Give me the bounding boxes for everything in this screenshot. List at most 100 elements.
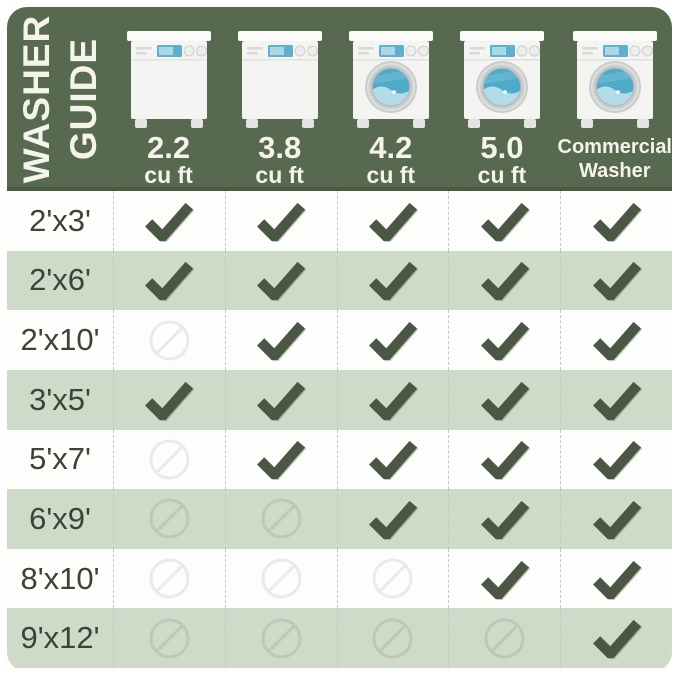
checkmark-icon (368, 439, 418, 480)
status-cell (448, 369, 560, 430)
status-cell (224, 369, 337, 430)
prohibited-icon (148, 438, 191, 481)
status-cell (113, 548, 225, 609)
washer-guide-card: WASHER GUIDE 2.2 cu ft 3.8 cu ft 4.2 cu ft 5.0… (7, 7, 672, 672)
checkmark-icon (256, 380, 306, 420)
row-label: 2'x3' (29, 202, 91, 238)
prohibited-icon (260, 557, 303, 600)
status-cell (224, 489, 337, 549)
checkmark-icon (480, 260, 530, 301)
checkmark-icon (256, 201, 306, 241)
column-header-1: 2.2 cu ft (113, 7, 224, 188)
table-row: 3'x5' (7, 369, 672, 430)
table-row: 2'x3' (7, 191, 672, 251)
column-label: 2.2 (147, 129, 191, 165)
prohibited-icon (371, 557, 414, 600)
row-label: 8'x10' (20, 560, 100, 596)
status-cell (336, 191, 449, 251)
table-row: 8'x10' (7, 548, 672, 609)
checkmark-icon (256, 260, 306, 301)
column-header-2: 3.8 cu ft (224, 7, 335, 188)
prohibited-icon (148, 557, 191, 600)
column-caption: Commercial Washer (558, 130, 673, 188)
prohibited-icon (148, 497, 191, 540)
status-cell (560, 310, 672, 370)
status-cell (336, 608, 449, 668)
page-title: WASHER GUIDE (13, 7, 107, 191)
checkmark-icon (480, 201, 530, 241)
status-cell (448, 608, 560, 668)
prohibited-icon (483, 617, 526, 660)
status-cell (448, 429, 560, 490)
checkmark-icon (592, 439, 642, 480)
status-cell (448, 310, 560, 370)
column-label: 4.2 (369, 129, 413, 165)
checkmark-icon (592, 499, 642, 539)
column-header-5: Commercial Washer (558, 7, 673, 188)
status-cell (448, 489, 560, 549)
status-cell (224, 310, 337, 370)
checkmark-icon (592, 559, 642, 599)
checkmark-icon (480, 380, 530, 420)
status-cell (448, 191, 560, 251)
checkmark-icon (592, 320, 642, 361)
checkmark-icon (368, 499, 418, 539)
prohibited-icon (260, 617, 303, 660)
checkmark-icon (144, 260, 194, 301)
table-row: 5'x7' (7, 429, 672, 490)
status-cell (113, 429, 225, 490)
checkmark-icon (592, 380, 642, 420)
column-header-4: 5.0 cu ft (446, 7, 557, 188)
checkmark-icon (480, 499, 530, 539)
header: WASHER GUIDE 2.2 cu ft 3.8 cu ft 4.2 cu ft 5.0… (7, 7, 672, 191)
column-header-3: 4.2 cu ft (335, 7, 446, 188)
column-caption: 5.0 cu ft (478, 130, 527, 188)
row-label: 9'x12' (20, 620, 100, 656)
status-cell (224, 250, 337, 311)
title-cell: WASHER GUIDE (7, 7, 113, 188)
status-cell (560, 548, 672, 609)
status-cell (224, 191, 337, 251)
status-cell (224, 608, 337, 668)
top-load-washer-icon (237, 28, 323, 130)
status-cell (113, 489, 225, 549)
status-cell (113, 310, 225, 370)
status-cell (336, 489, 449, 549)
column-caption: 2.2 cu ft (144, 130, 193, 188)
status-cell (336, 548, 449, 609)
checkmark-icon (480, 320, 530, 361)
column-sublabel: cu ft (477, 161, 527, 188)
column-sublabel: Washer (578, 160, 651, 182)
checkmark-icon (480, 559, 530, 599)
prohibited-icon (148, 617, 191, 660)
status-cell (336, 250, 449, 311)
status-cell (224, 548, 337, 609)
checkmark-icon (256, 320, 306, 361)
front-load-washer-icon (572, 28, 658, 130)
checkmark-icon (368, 201, 418, 241)
status-cell (113, 369, 225, 430)
table-row: 9'x12' (7, 608, 672, 668)
column-sublabel: cu ft (366, 161, 416, 188)
status-cell (560, 191, 672, 251)
status-cell (448, 250, 560, 311)
status-cell (560, 489, 672, 549)
checkmark-icon (144, 201, 194, 241)
prohibited-icon (371, 617, 414, 660)
table-row: 2'x10' (7, 310, 672, 370)
status-cell (560, 369, 672, 430)
status-cell (336, 310, 449, 370)
status-cell (336, 369, 449, 430)
checkmark-icon (144, 380, 194, 420)
checkmark-icon (368, 320, 418, 361)
table-row: 6'x9' (7, 489, 672, 549)
status-cell (336, 429, 449, 490)
page-title-line2: GUIDE (63, 37, 104, 161)
checkmark-icon (592, 618, 642, 659)
checkmark-icon (592, 260, 642, 301)
status-cell (560, 429, 672, 490)
top-load-washer-icon (126, 28, 212, 130)
compatibility-table: 2'x3' 2'x6' 2'x10' 3'x5' 5'x7' 6'x9' 8'x10' 9'x… (7, 191, 672, 668)
status-cell (113, 191, 225, 251)
